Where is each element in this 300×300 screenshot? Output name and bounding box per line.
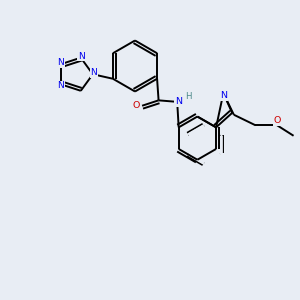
Text: N: N — [220, 91, 227, 100]
Text: N: N — [78, 52, 85, 61]
Text: N: N — [57, 82, 64, 91]
Text: O: O — [133, 101, 140, 110]
Text: N: N — [90, 68, 97, 77]
Text: O: O — [273, 116, 281, 125]
Text: N: N — [57, 58, 64, 67]
Text: N: N — [175, 97, 182, 106]
Text: H: H — [185, 92, 192, 101]
